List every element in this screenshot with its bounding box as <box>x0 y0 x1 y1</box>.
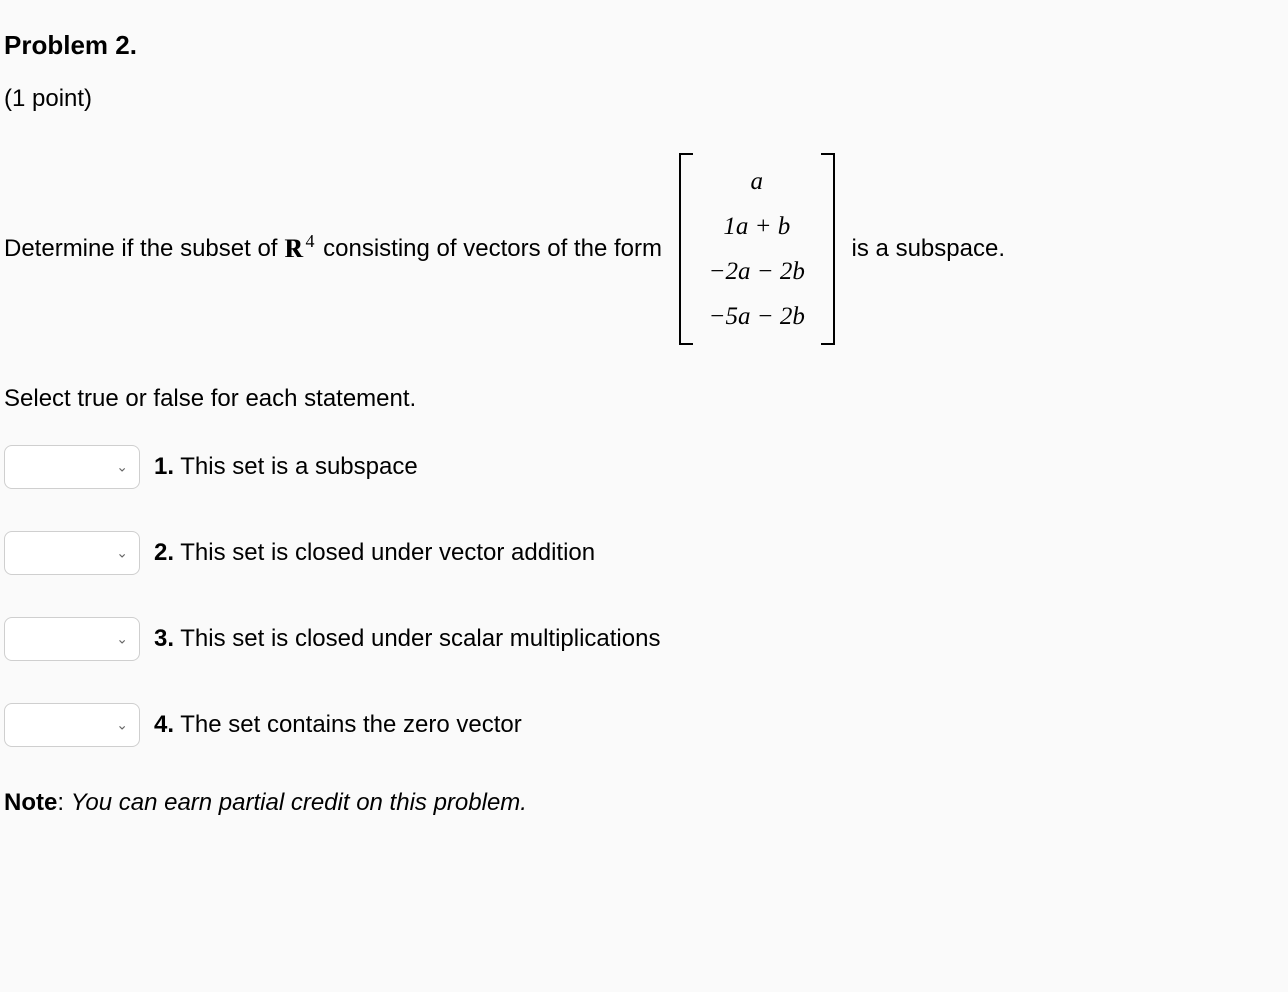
select-wrap: ⌄ <box>4 531 140 575</box>
vector-entry: −5a − 2b <box>709 294 805 339</box>
statement-select-1[interactable] <box>4 445 140 489</box>
vector-space-symbol: R4 <box>286 234 314 264</box>
note-label: Note <box>4 789 57 816</box>
statement-select-3[interactable] <box>4 617 140 661</box>
note: Note: You can earn partial credit on thi… <box>4 789 1284 817</box>
statement-row: ⌄ 2. This set is closed under vector add… <box>4 531 1284 575</box>
problem-page: Problem 2. (1 point) Determine if the su… <box>0 0 1288 857</box>
question-mid: consisting of vectors of the form <box>316 235 668 263</box>
statement-label: The set contains the zero vector <box>180 711 522 738</box>
vector-entries: a 1a + b −2a − 2b −5a − 2b <box>693 153 821 345</box>
note-colon: : <box>57 789 70 816</box>
statement-number: 2. <box>154 539 174 566</box>
statement-select-4[interactable] <box>4 703 140 747</box>
select-wrap: ⌄ <box>4 703 140 747</box>
select-wrap: ⌄ <box>4 445 140 489</box>
statement-number: 4. <box>154 711 174 738</box>
statement-text: 4. The set contains the zero vector <box>154 711 522 739</box>
statement-label: This set is closed under scalar multipli… <box>180 625 660 652</box>
question-prefix: Determine if the subset of <box>4 235 284 263</box>
statement-row: ⌄ 4. The set contains the zero vector <box>4 703 1284 747</box>
statement-number: 1. <box>154 453 174 480</box>
bracket-left <box>679 153 693 345</box>
statement-number: 3. <box>154 625 174 652</box>
statement-label: This set is closed under vector addition <box>180 539 595 566</box>
statement-select-2[interactable] <box>4 531 140 575</box>
note-text: You can earn partial credit on this prob… <box>71 789 527 816</box>
vector-space-exponent: 4 <box>305 232 314 250</box>
question-suffix: is a subspace. <box>845 235 1005 263</box>
vector-entry: a <box>709 159 805 204</box>
bracket-right <box>821 153 835 345</box>
question-text: Determine if the subset of R4 consisting… <box>4 153 1284 345</box>
statement-row: ⌄ 3. This set is closed under scalar mul… <box>4 617 1284 661</box>
statement-text: 1. This set is a subspace <box>154 453 418 481</box>
problem-title: Problem 2. <box>4 30 1284 61</box>
select-wrap: ⌄ <box>4 617 140 661</box>
statement-row: ⌄ 1. This set is a subspace <box>4 445 1284 489</box>
vector-entry: −2a − 2b <box>709 249 805 294</box>
statement-label: This set is a subspace <box>180 453 417 480</box>
vector-entry: 1a + b <box>709 204 805 249</box>
instruction-text: Select true or false for each statement. <box>4 385 1284 413</box>
vector-matrix: a 1a + b −2a − 2b −5a − 2b <box>679 153 835 345</box>
statement-text: 2. This set is closed under vector addit… <box>154 539 595 567</box>
problem-points: (1 point) <box>4 85 1284 113</box>
statement-text: 3. This set is closed under scalar multi… <box>154 625 660 653</box>
